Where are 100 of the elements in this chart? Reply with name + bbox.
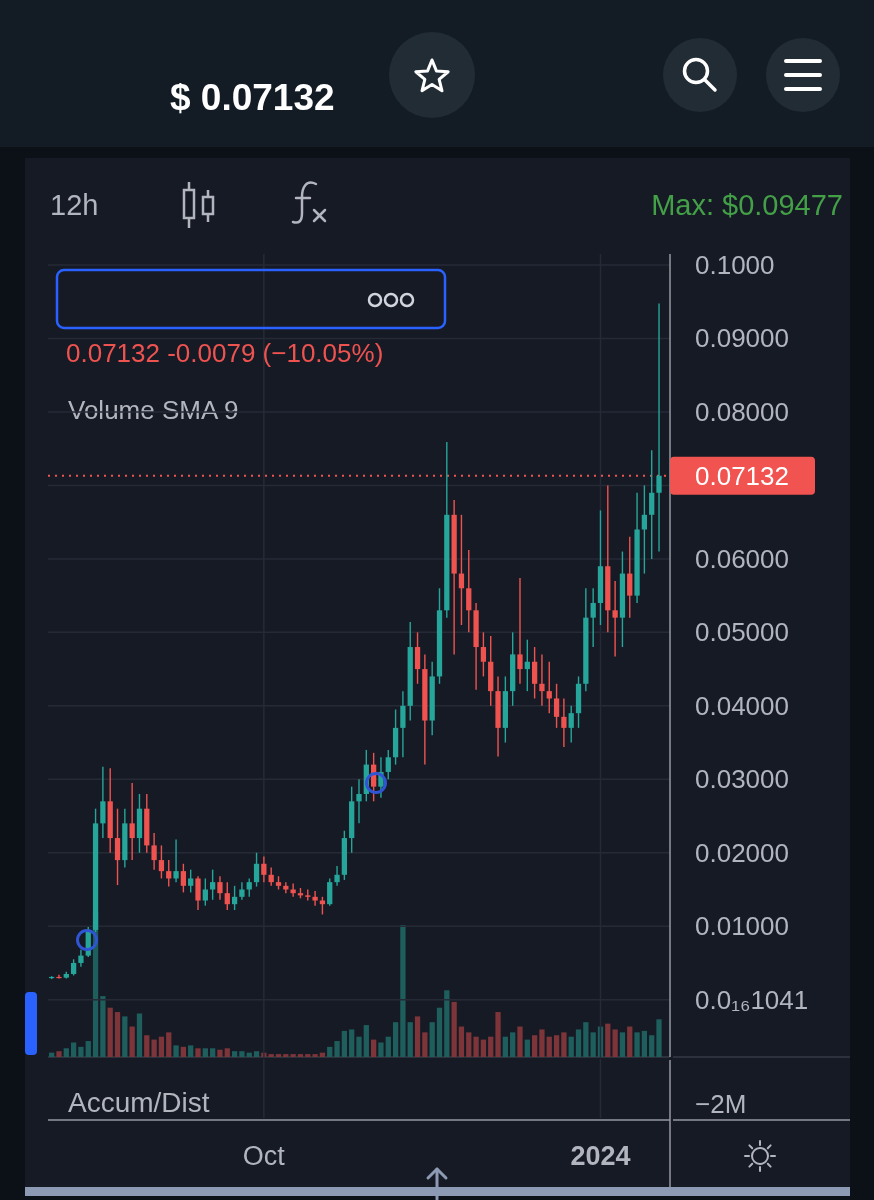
bar	[400, 925, 406, 1057]
candlestick	[195, 875, 201, 911]
bar	[575, 1029, 582, 1057]
candlestick	[327, 877, 333, 907]
bar	[488, 1036, 494, 1057]
bar	[656, 1019, 662, 1057]
bar	[158, 1036, 165, 1057]
candlestick	[531, 646, 538, 700]
bar	[217, 1049, 223, 1057]
candlestick	[312, 890, 318, 907]
bar	[371, 1039, 377, 1057]
candlestick	[166, 859, 172, 888]
bar	[151, 1039, 157, 1057]
chart-title: Volume SMA 9	[68, 395, 239, 425]
bar	[407, 1022, 413, 1057]
bar	[166, 1032, 172, 1057]
candlestick	[414, 631, 421, 685]
bar	[619, 1032, 626, 1057]
candlestick	[268, 866, 274, 887]
bar	[202, 1048, 208, 1057]
bar	[517, 1026, 523, 1057]
bar	[275, 1054, 282, 1057]
bar	[524, 1039, 530, 1057]
bar	[627, 1026, 633, 1057]
text: $ 0.07132	[170, 77, 335, 118]
candlestick	[246, 877, 252, 898]
y-tick-label: 0.03000	[695, 764, 789, 795]
candlestick	[524, 639, 530, 692]
bar	[531, 1035, 538, 1057]
bar	[444, 990, 450, 1057]
bar	[210, 1048, 216, 1057]
candlestick	[480, 631, 487, 678]
y-tick-label: 0.06000	[695, 543, 789, 574]
bar	[195, 1048, 201, 1057]
candlestick	[129, 782, 135, 861]
bar	[63, 1048, 69, 1057]
bar	[78, 1046, 84, 1057]
bar	[136, 1013, 143, 1057]
text: Accum/Dist	[68, 1087, 210, 1118]
candlestick	[385, 749, 391, 780]
bar	[356, 1036, 362, 1057]
bar	[56, 1051, 62, 1057]
candlestick	[261, 855, 267, 883]
candlestick	[188, 868, 194, 894]
candlestick	[356, 778, 362, 825]
bar	[129, 1026, 135, 1057]
candlestick	[400, 690, 406, 758]
text: −2M	[695, 1089, 747, 1119]
candlestick	[217, 875, 223, 901]
candlestick	[173, 838, 179, 883]
bar	[85, 1041, 91, 1057]
candlestick	[253, 852, 260, 888]
bar	[70, 1042, 77, 1057]
bar	[546, 1036, 552, 1057]
bar	[590, 1032, 596, 1057]
y-tick-label: 0.01000	[695, 911, 789, 942]
bar	[480, 1039, 487, 1057]
candlestick	[334, 865, 340, 887]
bar	[583, 1022, 589, 1057]
y-tick-label: 0.05000	[695, 617, 789, 648]
candlestick	[466, 549, 472, 634]
text: 12h	[50, 189, 99, 221]
bar	[268, 1054, 274, 1057]
y-tick-label: 0.02000	[695, 837, 789, 868]
bar	[305, 1054, 311, 1057]
bar	[605, 1023, 611, 1057]
bar	[173, 1045, 179, 1057]
y-tick-label: 0.0₁₆1041	[695, 984, 809, 1015]
candlestick	[231, 885, 238, 911]
bar	[188, 1045, 194, 1057]
bar	[649, 1035, 655, 1057]
bar	[239, 1051, 245, 1057]
bar	[297, 1054, 304, 1057]
bar	[553, 1035, 560, 1057]
bar	[224, 1048, 230, 1057]
bar	[422, 1032, 428, 1057]
candlestick	[590, 587, 596, 648]
bar	[568, 1036, 574, 1057]
bar	[510, 1032, 516, 1057]
candlestick	[210, 868, 216, 901]
y-tick-label: 0.1000	[695, 250, 775, 281]
ref-line-label: 0.07132	[695, 460, 789, 491]
candlestick	[561, 697, 567, 748]
bar	[385, 1036, 391, 1057]
bar	[327, 1046, 333, 1057]
candlestick	[649, 449, 655, 560]
bar	[349, 1029, 355, 1057]
candlestick	[546, 661, 552, 714]
bar	[634, 1032, 640, 1057]
bar	[363, 1025, 369, 1057]
candlestick	[458, 514, 465, 626]
bar	[378, 1042, 384, 1057]
bar	[107, 1007, 113, 1057]
candlestick	[224, 881, 230, 911]
bar	[539, 1029, 545, 1057]
bar	[436, 1007, 443, 1057]
candlestick	[539, 653, 545, 707]
y-tick-label: 0.09000	[695, 323, 789, 354]
y-tick-label: 0.04000	[695, 690, 789, 721]
bar	[502, 1036, 508, 1057]
